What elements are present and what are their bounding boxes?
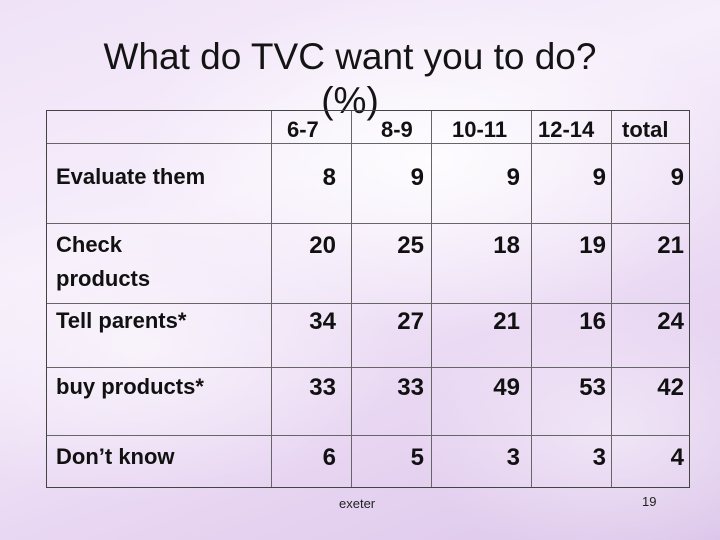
table-cell: 33 xyxy=(309,374,336,401)
table-cell: 34 xyxy=(309,308,336,335)
table-cell: 6 xyxy=(322,444,336,471)
table-cell: 27 xyxy=(397,308,424,335)
row-label-buy-products: buy products* xyxy=(56,374,204,399)
row-divider xyxy=(47,435,689,436)
page-number: 19 xyxy=(642,494,657,509)
table-cell: 9 xyxy=(506,164,520,191)
table-cell: 19 xyxy=(579,232,606,259)
column-divider xyxy=(271,111,272,487)
footer-label: exeter xyxy=(339,496,376,511)
column-header-12-14: 12-14 xyxy=(538,117,595,142)
slide-title-unit: (%) xyxy=(321,80,379,121)
table-cell: 24 xyxy=(657,308,684,335)
table-cell: 3 xyxy=(592,444,606,471)
column-header-10-11: 10-11 xyxy=(452,117,508,142)
data-table xyxy=(46,110,690,488)
table-cell: 9 xyxy=(670,164,684,191)
table-cell: 4 xyxy=(670,444,684,471)
table-cell: 9 xyxy=(592,164,606,191)
table-cell: 33 xyxy=(397,374,424,401)
table-cell: 16 xyxy=(579,308,606,335)
row-divider xyxy=(47,223,689,224)
table-cell: 20 xyxy=(309,232,336,259)
table-cell: 25 xyxy=(397,232,424,259)
column-header-6-7: 6-7 xyxy=(287,117,319,142)
table-cell: 21 xyxy=(657,232,684,259)
table-cell: 18 xyxy=(493,232,520,259)
table-cell: 3 xyxy=(506,444,520,471)
table-cell: 42 xyxy=(657,374,684,401)
column-header-8-9: 8-9 xyxy=(381,117,413,142)
table-cell: 5 xyxy=(410,444,424,471)
row-label-evaluate: Evaluate them xyxy=(56,164,206,189)
column-divider xyxy=(431,111,432,487)
table-cell: 21 xyxy=(493,308,520,335)
table-cell: 9 xyxy=(410,164,424,191)
table-cell: 8 xyxy=(322,164,336,191)
row-divider xyxy=(47,303,689,304)
column-divider xyxy=(351,111,352,487)
row-label-check-line1: Check xyxy=(56,232,123,257)
row-divider xyxy=(47,143,689,144)
column-divider xyxy=(611,111,612,487)
row-label-check-line2: products xyxy=(56,266,151,291)
row-divider xyxy=(47,367,689,368)
row-label-tell-parents: Tell parents* xyxy=(56,308,187,333)
table-cell: 49 xyxy=(493,374,520,401)
column-header-total: total xyxy=(622,117,669,142)
row-label-dont-know: Don’t know xyxy=(56,444,175,469)
table-cell: 53 xyxy=(579,374,606,401)
slide-title: What do TVC want you to do? xyxy=(103,36,597,77)
column-divider xyxy=(531,111,532,487)
